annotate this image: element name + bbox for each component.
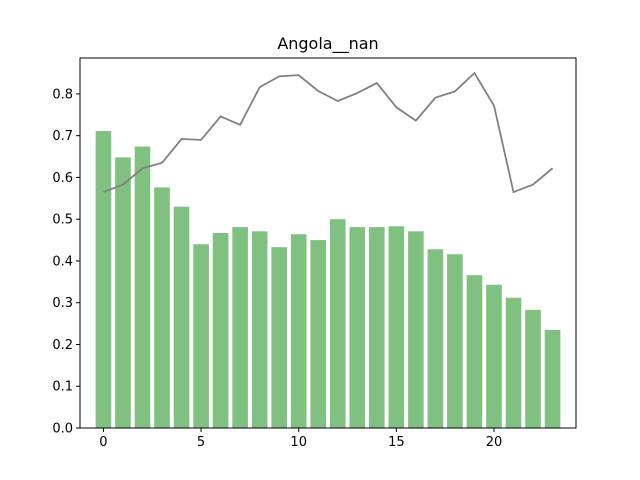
- bar: [427, 249, 444, 428]
- y-tick-label: 0.3: [52, 296, 73, 311]
- bar: [329, 219, 346, 428]
- x-tick-label: 10: [290, 435, 307, 450]
- trend-line: [103, 71, 554, 194]
- bar: [251, 231, 268, 428]
- bar: [212, 232, 229, 428]
- y-tick-label: 0.2: [52, 338, 73, 353]
- bar: [388, 226, 405, 428]
- bar: [193, 244, 209, 428]
- bar: [544, 329, 561, 428]
- y-tick-label: 0.0: [52, 422, 73, 437]
- y-axis: 0.0 0.1 0.2 0.3 0.4 0.5 0.6 0.7 0.8: [52, 87, 80, 437]
- y-tick-label: 0.5: [52, 213, 73, 228]
- bar: [154, 187, 170, 428]
- bar: [232, 227, 248, 428]
- bar: [95, 131, 112, 428]
- x-axis: 0 5 10 15 20: [99, 428, 502, 450]
- bar: [408, 231, 424, 428]
- y-tick-label: 0.1: [52, 380, 73, 395]
- y-tick-label: 0.6: [52, 171, 73, 186]
- bar: [349, 227, 366, 428]
- y-tick-label: 0.7: [52, 129, 73, 144]
- x-tick-label: 5: [197, 435, 205, 450]
- bar: [173, 206, 190, 428]
- x-tick-label: 0: [99, 435, 107, 450]
- bar: [290, 234, 307, 428]
- bar: [134, 146, 151, 429]
- x-tick-label: 20: [486, 435, 503, 450]
- plot-frame: [79, 57, 577, 429]
- y-tick-label: 0.8: [52, 87, 73, 102]
- bar: [447, 254, 463, 428]
- chart-title: Angola__nan: [277, 34, 378, 54]
- bar: [505, 297, 522, 428]
- bar: [486, 284, 502, 428]
- line-series: [103, 71, 554, 194]
- bar: [466, 275, 483, 428]
- bar: [310, 240, 327, 428]
- bar: [115, 157, 131, 429]
- bar: [271, 247, 287, 428]
- y-tick-label: 0.4: [52, 254, 73, 269]
- bar: [369, 227, 385, 428]
- bar-series: [95, 131, 561, 429]
- bar: [525, 309, 541, 428]
- x-tick-label: 15: [388, 435, 405, 450]
